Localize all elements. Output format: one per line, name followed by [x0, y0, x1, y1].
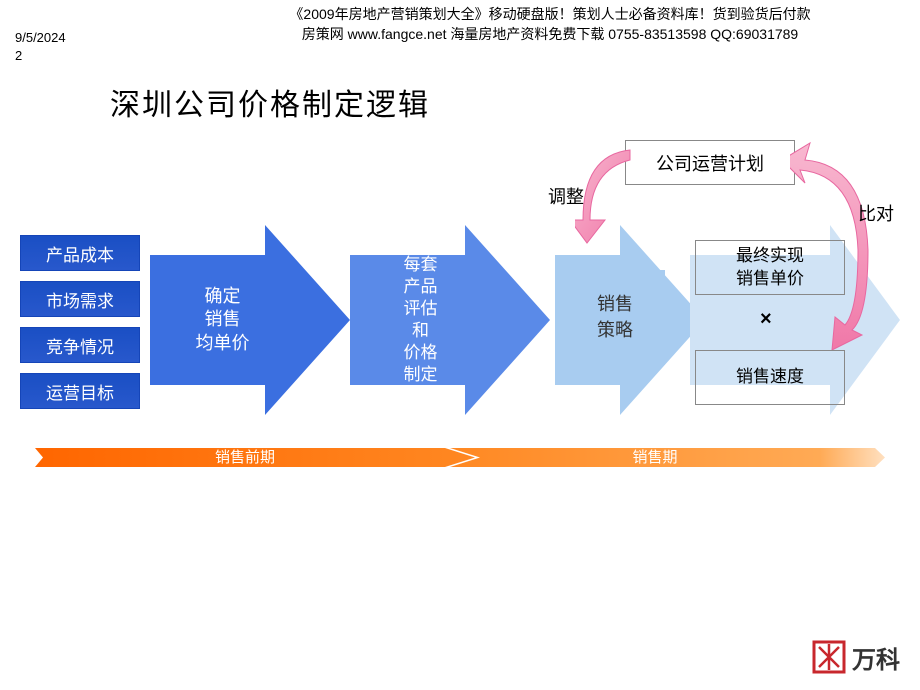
input-cost: 产品成本	[20, 235, 140, 271]
arrow-2-label: 每套 产品 评估 和 价格 制定	[368, 245, 473, 395]
logo-icon	[811, 639, 847, 675]
input-group: 产品成本 市场需求 竞争情况 运营目标	[20, 235, 140, 419]
input-competition: 竞争情况	[20, 327, 140, 363]
header-line2: 房策网 www.fangce.net 海量房地产资料免费下载 0755-8351…	[200, 25, 900, 45]
page-number: 2	[15, 48, 22, 63]
timeline-bar: 销售前期 销售期	[35, 445, 885, 470]
page-title: 深圳公司价格制定逻辑	[110, 80, 430, 124]
adjust-arrow	[575, 145, 695, 245]
result-price-box: 最终实现 销售单价	[695, 240, 845, 295]
timeline-pre-label: 销售前期	[215, 449, 275, 466]
timeline-period-label: 销售期	[632, 449, 677, 466]
input-demand: 市场需求	[20, 281, 140, 317]
date: 9/5/2024	[15, 30, 66, 45]
adjust-label: 调整	[548, 183, 584, 209]
arrow-1-label: 确定 销售 均单价	[170, 265, 275, 375]
header-ad: 《2009年房地产营销策划大全》移动硬盘版！策划人士必备资料库！货到验货后付款 …	[200, 5, 900, 44]
logo-text: 万科	[852, 640, 900, 675]
flow-diagram: 产品成本 市场需求 竞争情况 运营目标 确定 销售 均单价 每套 产品 评估 和…	[20, 140, 900, 480]
input-target: 运营目标	[20, 373, 140, 409]
result-speed-box: 销售速度	[695, 350, 845, 405]
multiply-sign: ×	[760, 308, 772, 331]
compare-label: 比对	[858, 200, 894, 226]
logo: 万科	[811, 639, 900, 675]
sales-strategy-box: 销售 策略	[565, 270, 665, 365]
header-line1: 《2009年房地产营销策划大全》移动硬盘版！策划人士必备资料库！货到验货后付款	[200, 5, 900, 25]
